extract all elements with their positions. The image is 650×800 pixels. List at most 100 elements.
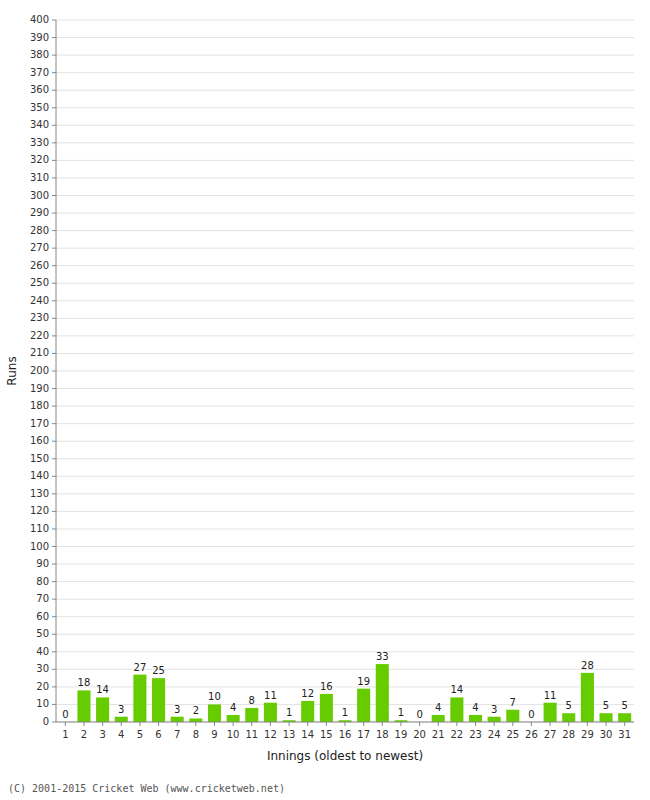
data-label: 5 — [621, 700, 627, 711]
data-label: 1 — [398, 707, 404, 718]
data-label: 5 — [603, 700, 609, 711]
y-axis-line — [56, 20, 57, 722]
bar — [320, 694, 333, 722]
x-tick — [251, 722, 252, 726]
x-tick-label: 25 — [506, 729, 519, 740]
y-axis: 0102030405060708090100110120130140150160… — [30, 14, 56, 727]
x-tick-label: 8 — [193, 729, 199, 740]
data-label: 27 — [134, 662, 147, 673]
data-label: 4 — [230, 702, 236, 713]
y-tick — [52, 511, 56, 512]
y-tick-label: 80 — [36, 576, 49, 587]
data-label: 18 — [78, 677, 91, 688]
grid — [56, 20, 634, 722]
bar — [227, 715, 240, 722]
bar — [77, 690, 90, 722]
bar — [432, 715, 445, 722]
bar — [264, 703, 277, 722]
grid-line — [56, 20, 634, 21]
y-tick-label: 300 — [30, 190, 49, 201]
data-label: 28 — [581, 660, 594, 671]
y-tick — [52, 493, 56, 494]
y-tick — [52, 248, 56, 249]
y-tick — [52, 90, 56, 91]
data-label: 0 — [528, 709, 534, 720]
y-tick — [52, 55, 56, 56]
y-tick-label: 130 — [30, 488, 49, 499]
data-label: 4 — [472, 702, 478, 713]
y-tick-label: 60 — [36, 611, 49, 622]
grid-line — [56, 406, 634, 407]
x-tick-label: 14 — [301, 729, 314, 740]
y-tick-label: 30 — [36, 663, 49, 674]
data-label: 4 — [435, 702, 441, 713]
data-label: 1 — [286, 707, 292, 718]
x-tick — [177, 722, 178, 726]
chart-container: 0102030405060708090100110120130140150160… — [0, 0, 650, 800]
x-tick-label: 10 — [227, 729, 240, 740]
grid-line — [56, 651, 634, 652]
y-tick-label: 340 — [30, 119, 49, 130]
data-label: 19 — [357, 676, 370, 687]
bar — [506, 710, 519, 722]
grid-line — [56, 335, 634, 336]
grid-line — [56, 160, 634, 161]
y-tick-label: 220 — [30, 330, 49, 341]
y-tick — [52, 213, 56, 214]
y-tick — [52, 177, 56, 178]
y-tick-label: 50 — [36, 628, 49, 639]
x-tick — [550, 722, 551, 726]
grid-line — [56, 55, 634, 56]
y-tick-label: 20 — [36, 681, 49, 692]
x-tick-label: 12 — [264, 729, 277, 740]
bar — [301, 701, 314, 722]
y-tick — [52, 265, 56, 266]
y-tick — [52, 230, 56, 231]
grid-line — [56, 616, 634, 617]
grid-line — [56, 458, 634, 459]
data-label: 25 — [152, 665, 165, 676]
y-tick — [52, 423, 56, 424]
grid-line — [56, 581, 634, 582]
grid-line — [56, 493, 634, 494]
x-tick-label: 6 — [155, 729, 161, 740]
x-tick — [494, 722, 495, 726]
bar — [450, 697, 463, 722]
x-tick — [121, 722, 122, 726]
y-tick — [52, 669, 56, 670]
y-tick-label: 380 — [30, 49, 49, 60]
grid-line — [56, 230, 634, 231]
grid-line — [56, 248, 634, 249]
x-tick — [158, 722, 159, 726]
x-tick-label: 26 — [525, 729, 538, 740]
grid-line — [56, 213, 634, 214]
y-tick-label: 180 — [30, 400, 49, 411]
bar — [488, 717, 501, 722]
y-tick — [52, 581, 56, 582]
data-label: 1 — [342, 707, 348, 718]
data-label: 0 — [62, 709, 68, 720]
x-tick-label: 31 — [618, 729, 631, 740]
y-tick — [52, 616, 56, 617]
y-tick — [52, 564, 56, 565]
y-tick — [52, 528, 56, 529]
x-tick-label: 27 — [544, 729, 557, 740]
bar — [600, 713, 613, 722]
grid-line — [56, 528, 634, 529]
x-tick — [195, 722, 196, 726]
grid-line — [56, 72, 634, 73]
bar — [189, 718, 202, 722]
y-tick — [52, 371, 56, 372]
x-tick — [326, 722, 327, 726]
y-tick-label: 280 — [30, 225, 49, 236]
x-tick — [456, 722, 457, 726]
y-tick — [52, 686, 56, 687]
y-tick-label: 210 — [30, 347, 49, 358]
bar — [96, 697, 109, 722]
grid-line — [56, 283, 634, 284]
grid-line — [56, 265, 634, 266]
y-tick-label: 320 — [30, 154, 49, 165]
grid-line — [56, 318, 634, 319]
y-tick — [52, 335, 56, 336]
data-label: 14 — [451, 684, 464, 695]
